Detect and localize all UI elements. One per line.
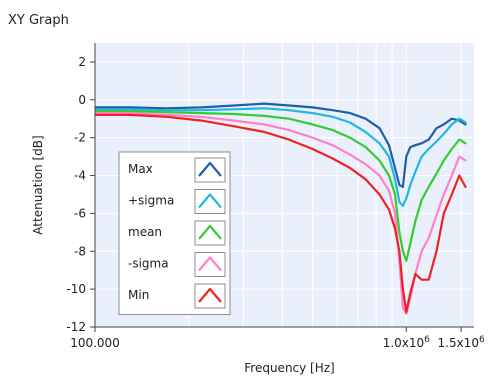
axes [94, 43, 474, 328]
legend-swatch-frame[interactable] [194, 189, 226, 214]
y-tick-label: -6 [74, 206, 86, 220]
legend-label: Max [128, 162, 153, 176]
tick-labels: 2 0 -2 -4 -6 -8 -10 -12 100.000 1.0x106 1.5x106 [66, 55, 485, 350]
x-tick-label: 100.000 [70, 336, 120, 350]
legend-label: mean [128, 225, 162, 239]
legend-swatch-line [198, 193, 222, 209]
y-tick-label: -10 [66, 282, 86, 296]
y-tick-label: -4 [74, 169, 86, 183]
x-axis-label: Frequency [Hz] [244, 361, 335, 375]
x-tick-label: 1.5x106 [438, 335, 485, 350]
series-line-sigma [95, 107, 467, 207]
legend-swatch-frame[interactable] [194, 157, 226, 183]
series-line-sigma [95, 111, 467, 315]
legend-swatch-frame[interactable] [194, 283, 226, 309]
y-tick-label: 0 [78, 93, 86, 107]
chart-title: XY Graph [8, 13, 69, 28]
y-tick-label: -2 [74, 131, 86, 145]
legend-label: Min [128, 288, 149, 302]
y-tick-label: -12 [66, 320, 86, 334]
y-axis-label: Attenuation [dB] [31, 135, 45, 234]
series-line-mean [95, 110, 467, 262]
legend-swatch-line [198, 256, 222, 272]
legend-swatch-line [198, 287, 222, 303]
legend-label: -sigma [128, 257, 169, 271]
legend-swatch-frame[interactable] [194, 252, 226, 277]
legend-swatch-line [198, 161, 222, 177]
legend: Max +sigma mean -sigma Min [118, 151, 231, 315]
series-line-max [95, 102, 467, 188]
y-tick-label: -8 [74, 244, 86, 258]
series-lines [95, 102, 467, 315]
x-tick-label: 1.0x106 [383, 335, 430, 350]
legend-label: +sigma [128, 194, 174, 208]
series-line-min [95, 113, 467, 313]
legend-swatch-line [198, 224, 222, 240]
y-tick-label: 2 [78, 55, 86, 69]
legend-swatch-frame[interactable] [194, 220, 226, 246]
